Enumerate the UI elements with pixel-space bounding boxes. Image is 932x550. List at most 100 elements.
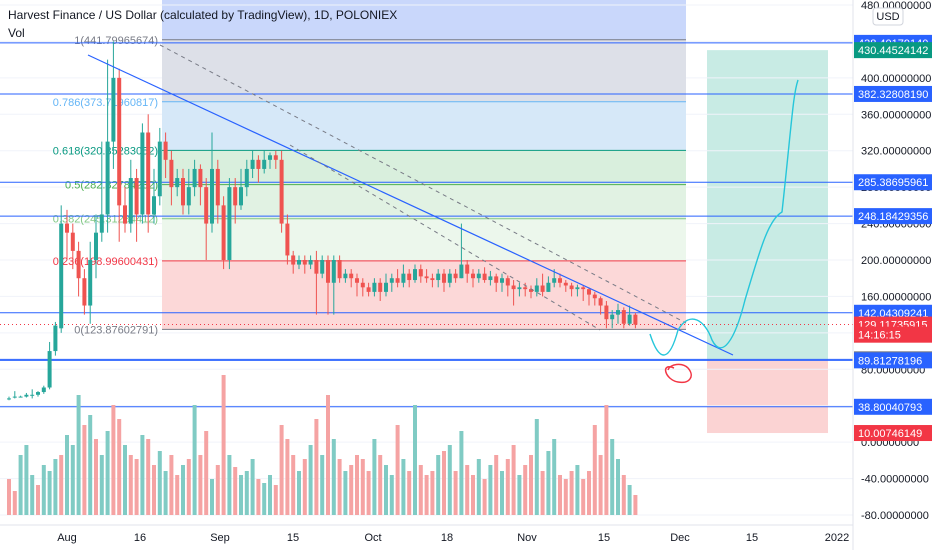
candle: [343, 269, 348, 283]
svg-text:38.80040793: 38.80040793: [858, 402, 922, 414]
candle: [297, 255, 301, 270]
candle: [59, 205, 64, 333]
volume-bar: [430, 471, 435, 515]
candle: [117, 68, 122, 242]
volume-bar: [221, 375, 226, 515]
fib-level-label: 0.236(198.99600431): [53, 256, 158, 268]
volume-bar: [436, 455, 441, 515]
price-axis-tick: 320.00000000: [861, 146, 931, 158]
volume-bar: [204, 431, 209, 515]
highlight-rect: [162, 0, 686, 40]
candle: [447, 269, 452, 288]
svg-text:10.00746149: 10.00746149: [858, 428, 922, 440]
candle: [146, 114, 151, 233]
candle: [407, 269, 412, 288]
volume-bar: [413, 405, 417, 515]
candle: [326, 255, 330, 315]
volume-bar: [378, 455, 383, 515]
dashed-trend-line: [159, 44, 687, 324]
candle: [598, 296, 603, 315]
candle: [621, 307, 626, 329]
volume-bar: [621, 475, 626, 515]
volume-bar: [140, 435, 145, 515]
volume-bar: [18, 455, 23, 515]
candle: [546, 276, 551, 292]
candle: [7, 396, 11, 401]
volume-bar: [314, 419, 319, 515]
fib-level-label: 0(123.87602791): [74, 324, 158, 336]
volume-bar: [76, 395, 81, 515]
position-profit-zone: [707, 50, 828, 360]
candle: [233, 178, 238, 224]
candle: [442, 269, 446, 292]
time-axis-label: Dec: [670, 532, 690, 544]
candle: [250, 150, 255, 179]
candle: [111, 41, 116, 169]
volume-bar: [616, 459, 620, 515]
projection-path: [649, 79, 799, 356]
candle: [18, 395, 23, 398]
candle: [517, 282, 522, 297]
fib-zone: [162, 184, 686, 219]
volume-bar: [146, 439, 151, 515]
volume-bar: [471, 475, 475, 515]
volume-bar: [540, 471, 545, 515]
volume-bar: [384, 465, 388, 515]
volume-bar: [65, 435, 69, 515]
candle: [30, 389, 35, 399]
candle: [569, 282, 574, 297]
volume-bar: [343, 471, 348, 515]
candle: [395, 269, 400, 288]
candle: [401, 264, 406, 288]
candle: [587, 287, 591, 306]
volume-bar: [465, 465, 470, 515]
price-tag: 14:16:15: [854, 326, 932, 343]
volume-bar: [633, 495, 638, 515]
volume-bar: [36, 485, 40, 515]
volume-bar: [30, 475, 35, 515]
fib-zone: [162, 218, 686, 261]
volume-bar: [268, 475, 272, 515]
candle: [94, 214, 98, 279]
candle: [430, 273, 435, 288]
volume-bar: [285, 439, 290, 515]
currency-button[interactable]: USD: [872, 7, 904, 26]
volume-bar: [488, 465, 493, 515]
candle: [134, 168, 139, 242]
volume-bar: [24, 445, 29, 515]
volume-bar: [308, 445, 313, 515]
candle: [337, 255, 342, 283]
svg-text:430.44524142: 430.44524142: [858, 45, 928, 57]
candle: [384, 273, 388, 297]
volume-bar: [569, 471, 574, 515]
candle: [482, 267, 487, 283]
candle: [604, 300, 609, 329]
fib-zone: [162, 101, 686, 151]
time-axis-label: Nov: [517, 532, 537, 544]
candle: [575, 284, 580, 297]
volume-bar: [152, 465, 156, 515]
candle: [616, 303, 620, 324]
candle: [273, 150, 278, 169]
candle: [372, 278, 377, 297]
candle: [500, 273, 504, 292]
candle: [308, 255, 313, 270]
volume-bar: [500, 471, 504, 515]
candle: [221, 196, 226, 270]
price-axis-tick: 200.00000000: [861, 255, 931, 267]
volume-bar: [181, 465, 185, 515]
volume-bar: [563, 479, 568, 515]
candle: [424, 269, 429, 283]
volume-bar: [262, 483, 267, 515]
candle: [169, 150, 174, 206]
candle: [320, 255, 325, 279]
candle: [82, 269, 87, 315]
svg-text:382.32808190: 382.32808190: [858, 89, 928, 101]
time-axis-label: 15: [746, 532, 758, 544]
time-axis-label: 16: [134, 532, 146, 544]
candle: [488, 270, 493, 286]
volume-bar: [105, 431, 110, 515]
candle: [70, 223, 75, 270]
